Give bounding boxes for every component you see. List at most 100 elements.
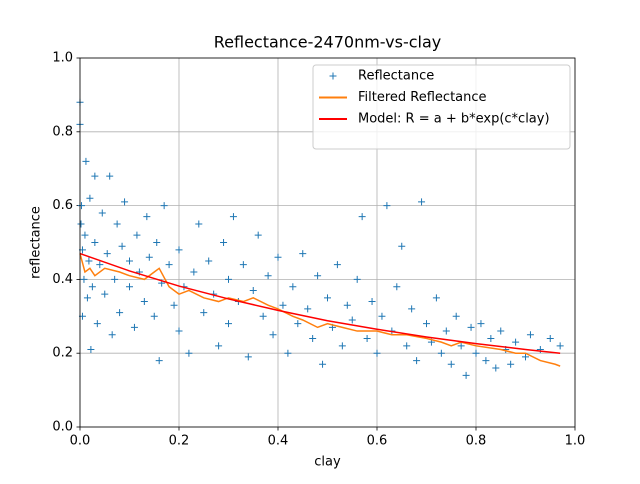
data-point (294, 320, 302, 328)
data-point (378, 312, 386, 320)
data-point (205, 257, 213, 265)
data-point (87, 346, 95, 354)
data-point (418, 198, 426, 206)
data-point (153, 239, 161, 246)
data-point (398, 242, 406, 250)
data-point (80, 275, 88, 283)
y-tick-label: 0.0 (52, 420, 73, 435)
data-point (140, 298, 148, 306)
data-point (111, 275, 119, 283)
data-point (477, 320, 485, 328)
x-tick-label: 1.0 (565, 434, 586, 449)
y-tick-label: 0.6 (52, 198, 73, 213)
data-point (324, 294, 331, 302)
plot-frame (79, 57, 576, 428)
data-point (522, 353, 529, 361)
data-point (526, 331, 534, 339)
data-point (269, 331, 277, 339)
data-point (165, 261, 173, 269)
data-point (96, 261, 104, 269)
y-tick-label: 0.2 (52, 346, 73, 361)
data-point (126, 283, 133, 291)
data-point (220, 239, 228, 246)
data-point (88, 283, 96, 291)
data-point (93, 320, 101, 328)
data-point (170, 301, 178, 309)
data-point (299, 250, 307, 258)
data-point (121, 198, 129, 206)
data-point (133, 231, 141, 239)
data-point (77, 220, 85, 228)
data-point (101, 290, 109, 298)
y-tick-label: 0.8 (52, 124, 73, 139)
data-point (86, 194, 94, 202)
data-point (195, 220, 203, 228)
x-tick-label: 0.2 (169, 434, 190, 449)
data-point (363, 334, 371, 342)
data-point (304, 305, 312, 313)
data-point (190, 268, 198, 276)
data-point (333, 261, 341, 269)
data-point (487, 334, 495, 342)
x-tick-label: 0.6 (367, 434, 388, 449)
legend-text: Reflectance (358, 69, 434, 84)
data-point (82, 157, 90, 165)
data-point (143, 213, 151, 221)
data-point (507, 360, 515, 368)
data-point (314, 272, 322, 280)
data-point (512, 338, 520, 346)
data-point (497, 327, 505, 335)
data-point (77, 202, 85, 210)
data-point (447, 360, 455, 368)
x-tick-label: 0.0 (70, 434, 91, 449)
data-point (215, 342, 223, 350)
data-point (482, 357, 490, 365)
data-point (91, 172, 99, 180)
data-point (225, 275, 232, 283)
data-point (175, 246, 183, 254)
data-point (467, 323, 475, 331)
x-axis-label: clay (314, 455, 341, 470)
data-point (83, 294, 91, 302)
data-point (348, 316, 356, 324)
data-point (91, 239, 99, 246)
data-point (452, 312, 460, 320)
data-point (118, 242, 126, 250)
data-point (368, 298, 376, 306)
data-point (155, 357, 163, 365)
line (79, 252, 561, 354)
data-point (150, 312, 158, 320)
x-tick-label: 0.8 (466, 434, 487, 449)
data-point (81, 231, 89, 239)
data-point (338, 342, 346, 350)
data-point (113, 220, 121, 228)
data-point (259, 312, 267, 320)
data-point (106, 172, 114, 180)
data-point (309, 334, 317, 342)
data-point (225, 320, 232, 328)
data-point (353, 275, 361, 283)
data-point (289, 283, 297, 291)
data-point (319, 360, 327, 368)
data-point (185, 349, 193, 357)
data-point (116, 309, 124, 317)
data-point (408, 305, 416, 313)
data-point (358, 213, 366, 221)
data-point (546, 334, 554, 342)
y-tick-label: 0.4 (52, 272, 73, 287)
y-axis-label: reflectance (29, 206, 44, 279)
data-point (284, 349, 292, 357)
data-point (492, 364, 500, 372)
data-point (423, 320, 430, 328)
legend-box (312, 64, 571, 150)
data-point (274, 253, 282, 261)
y-tick-label: 1.0 (52, 51, 73, 66)
legend-text: Model: R = a + b*exp(c*clay) (358, 112, 550, 127)
data-point (383, 202, 391, 210)
data-point (413, 357, 421, 365)
data-point (200, 309, 208, 317)
data-point (254, 231, 262, 239)
data-point (130, 323, 138, 331)
data-point (343, 301, 351, 309)
